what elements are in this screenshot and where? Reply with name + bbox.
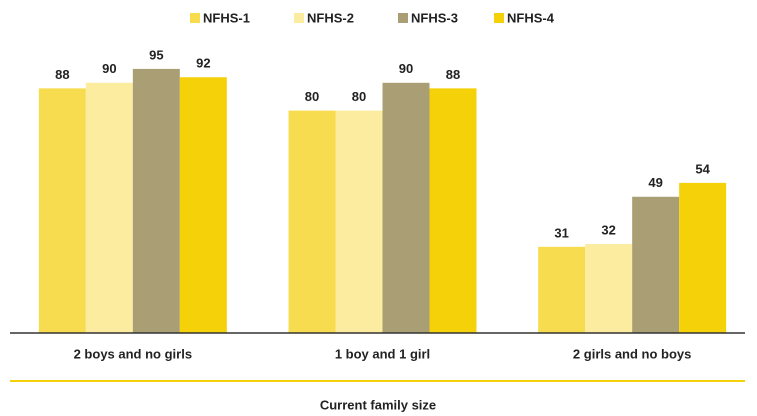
x-tick-label: 2 girls and no boys <box>573 346 691 361</box>
x-tick-label: 1 boy and 1 girl <box>335 346 430 361</box>
data-label: 80 <box>352 89 366 104</box>
bar <box>179 77 227 334</box>
data-label: 95 <box>149 47 163 62</box>
bar <box>382 82 430 333</box>
bar <box>132 68 180 334</box>
legend-swatch <box>190 13 200 23</box>
bar <box>288 110 336 333</box>
data-label: 92 <box>196 56 210 71</box>
bar <box>429 88 477 333</box>
bar <box>335 110 383 333</box>
legend-swatch <box>294 13 304 23</box>
data-label: 80 <box>305 89 319 104</box>
bar <box>38 88 86 333</box>
bar <box>679 182 727 333</box>
legend-swatch <box>398 13 408 23</box>
x-tick-label: 2 boys and no girls <box>74 346 192 361</box>
data-label: 32 <box>601 222 615 237</box>
data-label: 31 <box>554 225 568 240</box>
bar <box>85 82 133 333</box>
legend-label: NFHS-2 <box>307 10 354 25</box>
x-axis-title: Current family size <box>320 397 436 412</box>
legend-label: NFHS-3 <box>411 10 458 25</box>
bar <box>538 246 586 333</box>
data-label: 49 <box>648 175 662 190</box>
legend-label: NFHS-1 <box>203 10 250 25</box>
data-label: 54 <box>695 161 710 176</box>
data-label: 88 <box>446 67 460 82</box>
legend-label: NFHS-4 <box>507 10 555 25</box>
data-label: 90 <box>102 61 116 76</box>
data-label: 90 <box>399 61 413 76</box>
data-label: 88 <box>55 67 69 82</box>
bar <box>632 196 680 333</box>
bar <box>585 244 633 333</box>
legend-swatch <box>494 13 504 23</box>
